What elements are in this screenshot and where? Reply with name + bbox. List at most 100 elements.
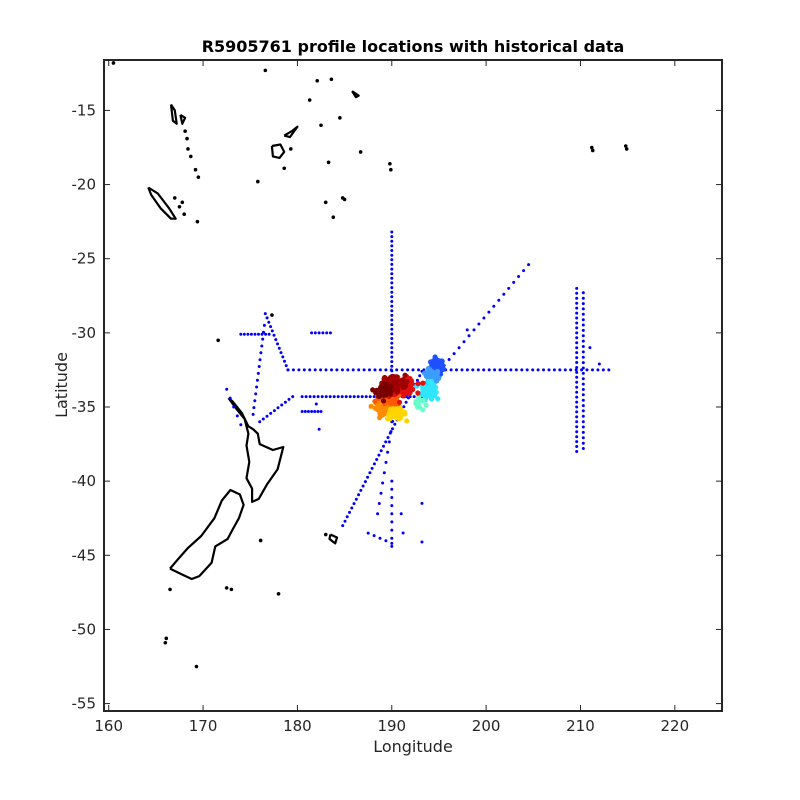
historical-profile-point: [379, 449, 383, 453]
historical-profile-point: [361, 484, 365, 488]
historical-profile-point: [575, 321, 579, 325]
historical-profile-point: [447, 358, 451, 361]
historical-profile-point: [581, 404, 585, 408]
x-tick-label: 200: [472, 717, 501, 735]
island: [196, 175, 201, 179]
profile-location-point: [417, 404, 423, 410]
historical-profile-point: [395, 368, 399, 372]
historical-profile-point: [575, 326, 579, 330]
historical-profile-point: [256, 371, 260, 375]
historical-profile-point: [575, 385, 579, 389]
island: [164, 636, 169, 641]
historical-profile-point: [390, 239, 394, 243]
island: [189, 154, 193, 159]
historical-profile-point: [340, 395, 344, 399]
historical-profile-point: [390, 337, 394, 340]
profile-location-point: [400, 393, 407, 399]
historical-profile-point: [304, 395, 308, 399]
historical-profile-point: [402, 405, 406, 409]
profile-location-point: [404, 418, 410, 424]
historical-profile-point: [581, 318, 585, 322]
profile-location-point: [415, 390, 421, 396]
historical-profile-point: [291, 368, 295, 372]
historical-profile-point: [390, 369, 394, 373]
historical-profile-point: [596, 368, 600, 372]
profile-location-point: [433, 384, 439, 390]
historical-profile-point: [368, 395, 372, 399]
island: [590, 148, 595, 153]
historical-profile-point: [372, 395, 376, 399]
historical-profile-point: [390, 496, 394, 499]
historical-profile-point: [467, 334, 471, 338]
island: [323, 532, 328, 537]
island: [276, 592, 281, 596]
island: [193, 167, 198, 172]
historical-profile-point: [291, 395, 295, 399]
historical-profile-point: [300, 395, 304, 399]
historical-profile-point: [498, 368, 502, 372]
historical-profile-point: [390, 504, 394, 508]
historical-profile-point: [297, 368, 301, 372]
historical-profile-point: [520, 368, 524, 372]
y-tick-label: -20: [72, 176, 97, 194]
historical-profile-point: [325, 331, 329, 335]
historical-profile-point: [259, 351, 263, 355]
profile-location-point: [398, 412, 404, 418]
historical-profile-point: [390, 272, 394, 276]
historical-profile-point: [376, 512, 380, 516]
historical-profile-point: [387, 440, 391, 444]
historical-profile-point: [390, 249, 394, 252]
profile-location-point: [428, 391, 434, 397]
historical-profile-point: [391, 427, 394, 431]
historical-profile-point: [328, 331, 332, 335]
historical-profile-point: [575, 405, 579, 409]
historical-profile-point: [575, 291, 579, 295]
historical-profile-point: [487, 368, 491, 372]
historical-profile-point: [575, 341, 579, 345]
historical-profile-point: [281, 355, 285, 359]
profile-location-point: [423, 402, 429, 408]
y-axis-label: Latitude: [52, 352, 71, 418]
historical-profile-point: [263, 312, 267, 316]
island: [326, 160, 331, 165]
historical-profile-point: [320, 395, 324, 399]
historical-profile-point: [390, 536, 394, 540]
historical-profile-point: [384, 440, 388, 444]
historical-profile-point: [390, 235, 394, 239]
profile-location-point: [420, 397, 426, 403]
historical-profile-point: [393, 422, 397, 426]
historical-profile-point: [497, 298, 501, 302]
island: [195, 219, 200, 224]
historical-profile-point: [401, 531, 405, 535]
historical-profile-point: [575, 410, 579, 414]
historical-profile-point: [378, 536, 382, 540]
historical-profile-point: [575, 356, 579, 360]
island: [216, 338, 220, 343]
historical-profile-point: [400, 368, 404, 372]
historical-profile-point: [390, 290, 394, 294]
coastline: [227, 397, 285, 503]
historical-profile-point: [390, 355, 394, 359]
profile-location-point: [383, 381, 390, 387]
island: [255, 179, 260, 184]
historical-profile-point: [313, 331, 317, 335]
historical-profile-point: [509, 368, 513, 372]
historical-profile-point: [277, 346, 281, 350]
historical-profile-point: [390, 318, 394, 322]
historical-profile-point: [507, 286, 511, 290]
historical-profile-point: [547, 368, 551, 372]
profile-location-point: [396, 399, 403, 405]
historical-profile-point: [390, 300, 394, 303]
historical-profile-point: [581, 388, 585, 391]
historical-profile-point: [366, 531, 370, 535]
x-tick-label: 190: [377, 717, 406, 735]
island: [168, 587, 172, 592]
historical-profile-point: [312, 395, 316, 399]
profile-location-point: [435, 396, 441, 402]
historical-profile-point: [462, 340, 466, 344]
historical-profile-point: [316, 410, 320, 413]
profile-location-point: [388, 401, 394, 407]
island: [307, 98, 312, 102]
historical-profile-point: [575, 346, 579, 350]
y-tick-label: -55: [72, 695, 97, 713]
